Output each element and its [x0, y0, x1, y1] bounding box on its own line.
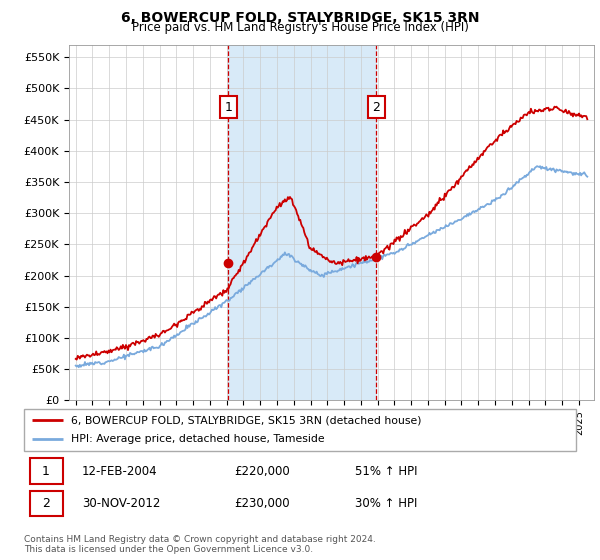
FancyBboxPatch shape [24, 409, 576, 451]
Text: HPI: Average price, detached house, Tameside: HPI: Average price, detached house, Tame… [71, 435, 325, 445]
Text: 1: 1 [42, 465, 50, 478]
Text: 12-FEB-2004: 12-FEB-2004 [82, 465, 158, 478]
Text: 6, BOWERCUP FOLD, STALYBRIDGE, SK15 3RN (detached house): 6, BOWERCUP FOLD, STALYBRIDGE, SK15 3RN … [71, 415, 421, 425]
Text: 2: 2 [373, 101, 380, 114]
Text: 30-NOV-2012: 30-NOV-2012 [82, 497, 160, 510]
FancyBboxPatch shape [29, 458, 62, 484]
Text: 6, BOWERCUP FOLD, STALYBRIDGE, SK15 3RN: 6, BOWERCUP FOLD, STALYBRIDGE, SK15 3RN [121, 11, 479, 25]
Text: 30% ↑ HPI: 30% ↑ HPI [355, 497, 418, 510]
Text: £230,000: £230,000 [234, 497, 289, 510]
Text: 1: 1 [224, 101, 232, 114]
Text: 2: 2 [42, 497, 50, 510]
Bar [229, 45, 376, 400]
FancyBboxPatch shape [29, 491, 62, 516]
Text: Price paid vs. HM Land Registry's House Price Index (HPI): Price paid vs. HM Land Registry's House … [131, 21, 469, 35]
Text: 51% ↑ HPI: 51% ↑ HPI [355, 465, 418, 478]
Text: Contains HM Land Registry data © Crown copyright and database right 2024.
This d: Contains HM Land Registry data © Crown c… [24, 535, 376, 554]
Text: £220,000: £220,000 [234, 465, 290, 478]
